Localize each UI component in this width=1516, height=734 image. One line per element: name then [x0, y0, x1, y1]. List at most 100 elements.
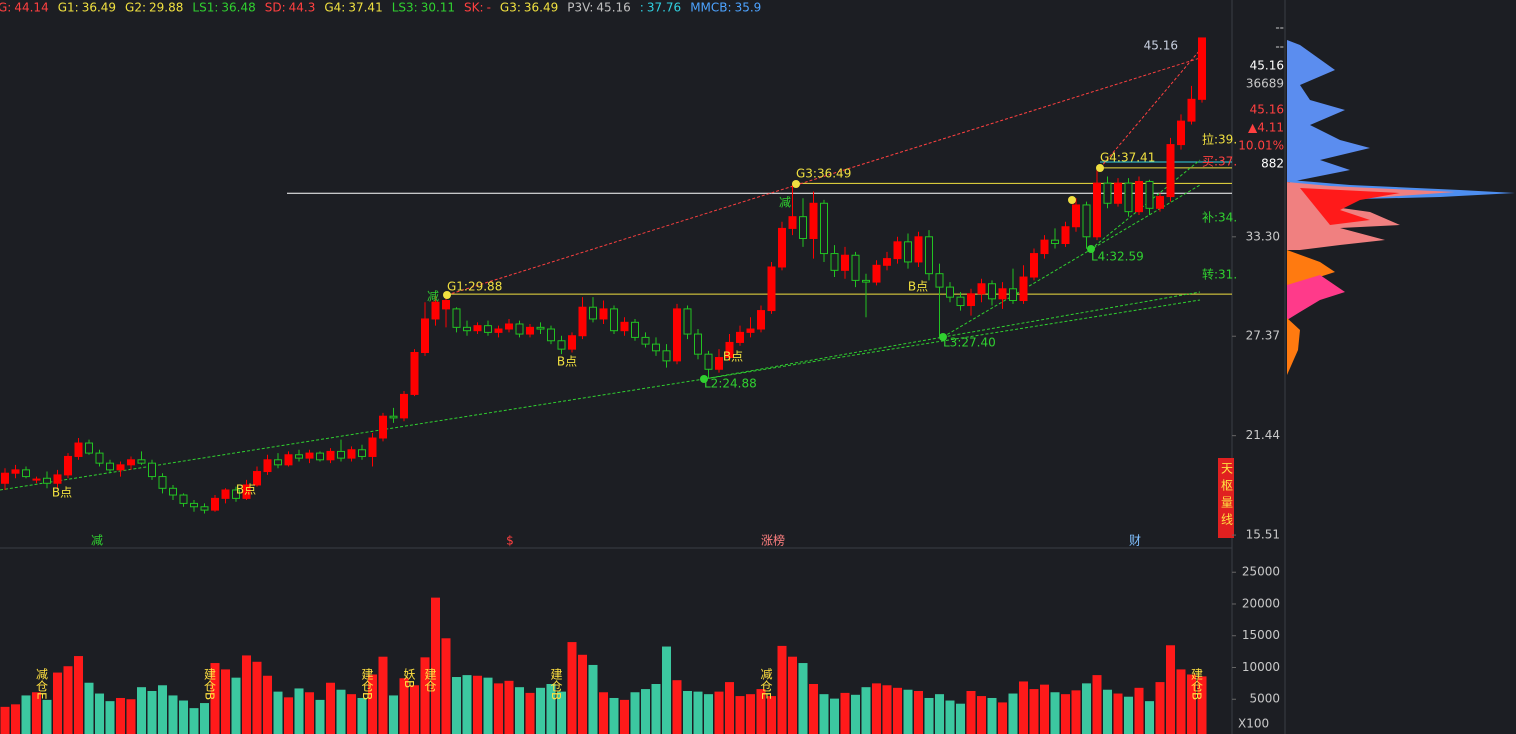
volume-bar [1103, 689, 1112, 734]
volume-bar [326, 682, 335, 734]
candle-body [820, 202, 828, 255]
candle-body [463, 326, 471, 332]
volume-bar [357, 697, 367, 734]
header-label: G3: [500, 1, 521, 15]
candle-body [704, 353, 713, 370]
indicator-box [1218, 458, 1234, 538]
volume-bar [819, 694, 829, 734]
candle-body [169, 487, 177, 496]
candle-body [893, 241, 902, 260]
volume-bar [756, 689, 766, 734]
volume-bar [263, 675, 272, 734]
side-label: -- [1275, 40, 1284, 54]
candle-body [557, 340, 566, 350]
volume-bar [53, 672, 62, 734]
candle-body [578, 306, 587, 337]
volume-bar [578, 654, 587, 734]
annotation: 45.16 [1144, 39, 1178, 53]
candle-body [179, 494, 188, 504]
trend-line [1099, 49, 1201, 169]
header-value: 29.88 [149, 1, 183, 15]
volume-bar [956, 703, 965, 734]
annotation: G1:29.88 [447, 280, 502, 294]
candle-body [421, 318, 429, 353]
candle-body [379, 415, 387, 439]
candle-body [862, 279, 870, 283]
header-label: G1: [58, 1, 79, 15]
annotation: G3:36.49 [796, 167, 851, 181]
candle-body [547, 328, 555, 342]
annotation: 减 [427, 290, 439, 304]
header-value: 30.11 [421, 1, 455, 15]
candle-body [442, 300, 450, 310]
volume-bar [777, 645, 787, 734]
candle-body [988, 283, 996, 300]
volume-tag: 妖B [402, 668, 416, 689]
candle-body [956, 296, 965, 307]
volume-bar [998, 702, 1007, 734]
candle-body [295, 454, 303, 459]
volume-bar [1176, 669, 1186, 734]
candle-body [1072, 204, 1080, 228]
candle-body [74, 442, 83, 457]
candle-body [1093, 182, 1101, 238]
volume-bar [95, 693, 104, 734]
volume-bar [830, 698, 839, 734]
volume-bar [389, 695, 398, 734]
header-label: SD: [265, 1, 286, 15]
event-marker: $ [506, 534, 514, 548]
pivot-dot [1068, 196, 1076, 204]
volume-bar [1113, 693, 1123, 734]
volume-bar [924, 697, 934, 734]
header-label: : [640, 1, 644, 15]
candle-body [1187, 98, 1196, 122]
volume-bar [609, 697, 619, 734]
candle-body [400, 393, 408, 419]
candle-body [1156, 196, 1164, 209]
volume-bar [546, 684, 556, 734]
candle-body [337, 450, 345, 459]
event-marker: 财 [1129, 534, 1141, 548]
candle-body [1177, 120, 1185, 146]
volume-bar [767, 696, 776, 734]
candle-body [1040, 239, 1049, 255]
candle-body [127, 459, 135, 466]
candle-body [1061, 226, 1070, 245]
indicator-name: 天枢量线 [1220, 462, 1234, 530]
side-label: 36689 [1246, 77, 1284, 91]
header-value: 36.48 [221, 1, 255, 15]
volume-bar [945, 700, 955, 734]
candle-body [662, 350, 671, 362]
candle-body [253, 471, 261, 486]
candle-body [1198, 37, 1206, 100]
volume-bar [1187, 674, 1196, 734]
volume-bar [714, 691, 724, 734]
volume-bar [105, 701, 115, 734]
annotation: L3:27.40 [943, 336, 996, 350]
y-tick-label: 27.37 [1246, 329, 1280, 343]
candle-body [925, 236, 933, 275]
candle-body [284, 454, 293, 466]
volume-bar [735, 696, 745, 734]
y-tick-label: 5000 [1249, 692, 1280, 706]
volume-bar [273, 691, 283, 734]
volume-bar [557, 691, 566, 734]
candle-body [85, 442, 93, 454]
header-value: 45.16 [596, 1, 630, 15]
volume-bar [536, 687, 545, 734]
y-tick-label: 33.30 [1246, 229, 1280, 243]
y-tick-label: 15.51 [1246, 528, 1280, 542]
volume-tag: 减仓E [759, 668, 773, 700]
candle-body [767, 266, 776, 312]
candle-body [316, 452, 324, 461]
candle-body [1166, 144, 1175, 198]
header-value: 35.9 [735, 1, 762, 15]
candle-body [200, 506, 209, 511]
candle-body [11, 469, 20, 474]
side-label: -- [1275, 21, 1284, 35]
volume-bar [441, 638, 451, 734]
header-value: 37.76 [647, 1, 681, 15]
volume-bar [882, 685, 892, 734]
header-label: G4: [324, 1, 345, 15]
trend-line [446, 57, 1201, 296]
